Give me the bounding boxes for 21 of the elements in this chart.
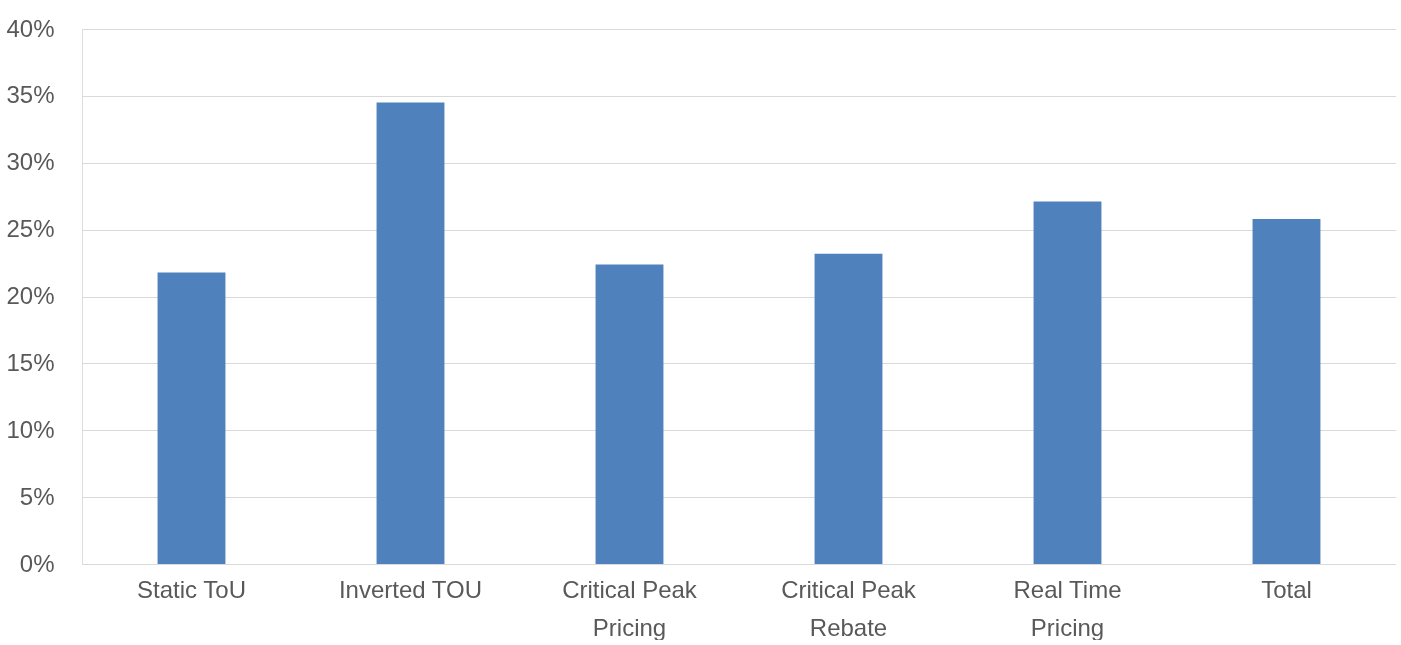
bar bbox=[595, 264, 664, 564]
x-tick-label: Critical Peak Rebate bbox=[781, 575, 917, 641]
y-tick-label: 35% bbox=[6, 81, 55, 109]
y-tick-label: 40% bbox=[6, 14, 55, 42]
x-tick-label: Real Time Pricing bbox=[1013, 575, 1122, 641]
y-tick-label: 30% bbox=[6, 148, 55, 176]
x-tick-label: Inverted TOU bbox=[338, 575, 483, 603]
y-tick-label: 10% bbox=[6, 415, 55, 443]
bar bbox=[1033, 201, 1102, 564]
bar bbox=[1252, 218, 1321, 564]
x-tick-label: Critical Peak Pricing bbox=[562, 575, 698, 641]
x-tick-label: Total bbox=[1261, 575, 1312, 603]
y-tick-label: 0% bbox=[19, 549, 55, 577]
y-tick-label: 20% bbox=[6, 282, 55, 309]
bar bbox=[814, 253, 883, 564]
y-tick-label: 5% bbox=[19, 482, 55, 510]
y-tick-label: 15% bbox=[6, 348, 55, 376]
bar bbox=[376, 102, 445, 564]
x-tick-label: Static ToU bbox=[137, 575, 246, 603]
y-tick-label: 25% bbox=[6, 215, 55, 243]
bar bbox=[157, 272, 226, 564]
